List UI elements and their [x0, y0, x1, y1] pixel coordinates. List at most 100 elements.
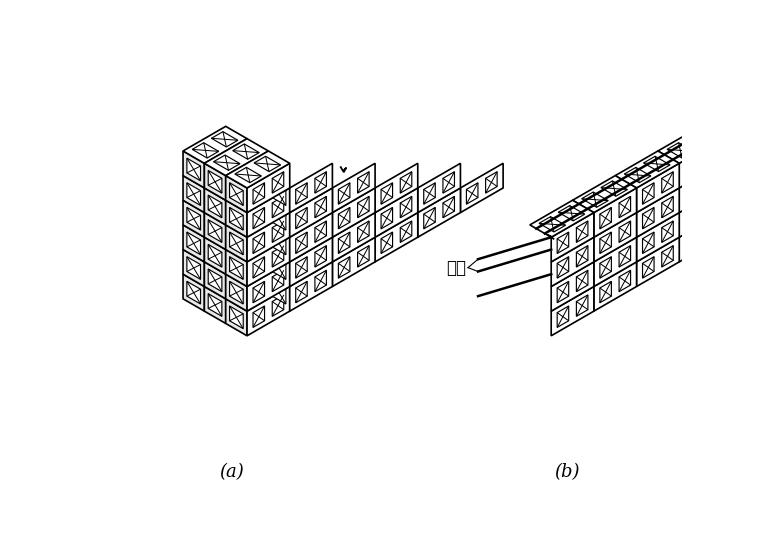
Polygon shape	[662, 246, 673, 267]
Polygon shape	[375, 163, 418, 212]
Polygon shape	[551, 212, 594, 262]
Text: (a): (a)	[220, 463, 244, 481]
Polygon shape	[204, 139, 268, 176]
Polygon shape	[268, 176, 290, 212]
Polygon shape	[397, 200, 418, 237]
Polygon shape	[358, 246, 369, 267]
Polygon shape	[619, 270, 631, 292]
Polygon shape	[272, 207, 286, 230]
Polygon shape	[358, 171, 369, 193]
Polygon shape	[208, 219, 222, 242]
Polygon shape	[551, 287, 594, 336]
Polygon shape	[576, 270, 588, 292]
Polygon shape	[226, 200, 247, 237]
Polygon shape	[272, 246, 283, 267]
Polygon shape	[272, 197, 283, 218]
Polygon shape	[559, 205, 584, 221]
Polygon shape	[658, 200, 679, 237]
Polygon shape	[539, 217, 565, 232]
Polygon shape	[619, 197, 631, 218]
Polygon shape	[576, 295, 588, 316]
Polygon shape	[290, 163, 332, 212]
Polygon shape	[208, 294, 222, 316]
Polygon shape	[637, 163, 679, 212]
Polygon shape	[594, 262, 637, 311]
Polygon shape	[600, 207, 611, 229]
Polygon shape	[230, 306, 243, 329]
Polygon shape	[332, 237, 375, 287]
Polygon shape	[658, 176, 679, 212]
Polygon shape	[418, 163, 461, 212]
Polygon shape	[230, 257, 243, 280]
Polygon shape	[247, 212, 290, 262]
Polygon shape	[644, 156, 670, 171]
Polygon shape	[338, 232, 350, 253]
Polygon shape	[226, 151, 290, 188]
Polygon shape	[705, 147, 716, 169]
Polygon shape	[358, 221, 369, 242]
Polygon shape	[230, 207, 243, 230]
Polygon shape	[315, 246, 327, 267]
Polygon shape	[183, 200, 204, 237]
Polygon shape	[253, 232, 264, 253]
Polygon shape	[637, 188, 679, 237]
Polygon shape	[662, 183, 676, 205]
Text: (b): (b)	[554, 463, 579, 481]
Polygon shape	[226, 299, 247, 336]
Polygon shape	[705, 221, 716, 242]
Polygon shape	[686, 183, 697, 204]
Polygon shape	[600, 281, 611, 303]
Polygon shape	[353, 176, 375, 212]
Polygon shape	[187, 257, 201, 280]
Polygon shape	[358, 207, 371, 230]
Polygon shape	[581, 192, 608, 207]
Polygon shape	[247, 237, 290, 287]
Polygon shape	[247, 287, 290, 336]
Polygon shape	[272, 257, 286, 280]
Polygon shape	[601, 181, 627, 196]
Polygon shape	[296, 207, 307, 229]
Polygon shape	[358, 232, 371, 255]
Polygon shape	[315, 207, 328, 230]
Polygon shape	[679, 188, 722, 237]
Polygon shape	[397, 176, 418, 212]
Polygon shape	[338, 257, 350, 278]
Polygon shape	[253, 306, 264, 328]
Polygon shape	[418, 188, 461, 237]
Polygon shape	[290, 262, 332, 311]
Polygon shape	[296, 281, 307, 303]
Polygon shape	[424, 207, 435, 229]
Polygon shape	[253, 257, 264, 278]
Polygon shape	[686, 158, 697, 180]
Polygon shape	[253, 207, 264, 229]
Polygon shape	[557, 232, 568, 253]
Polygon shape	[443, 197, 454, 218]
Polygon shape	[637, 212, 679, 262]
Polygon shape	[268, 200, 290, 237]
Polygon shape	[311, 225, 332, 262]
Polygon shape	[353, 200, 375, 237]
Polygon shape	[311, 250, 332, 287]
Polygon shape	[530, 200, 594, 237]
Polygon shape	[268, 250, 290, 287]
Polygon shape	[401, 171, 412, 193]
Polygon shape	[439, 176, 461, 212]
Polygon shape	[642, 257, 654, 278]
Polygon shape	[183, 176, 204, 212]
Polygon shape	[679, 139, 722, 188]
Polygon shape	[272, 270, 283, 292]
Polygon shape	[268, 225, 290, 262]
Polygon shape	[247, 262, 290, 311]
Polygon shape	[625, 168, 651, 183]
Polygon shape	[204, 163, 226, 200]
Polygon shape	[686, 207, 697, 229]
Polygon shape	[233, 144, 259, 159]
Text: 钉筋: 钉筋	[447, 259, 467, 277]
Polygon shape	[247, 163, 290, 212]
Polygon shape	[594, 188, 637, 237]
Polygon shape	[401, 197, 412, 218]
Polygon shape	[226, 250, 247, 287]
Polygon shape	[332, 212, 375, 262]
Polygon shape	[658, 151, 679, 188]
Polygon shape	[183, 126, 247, 163]
